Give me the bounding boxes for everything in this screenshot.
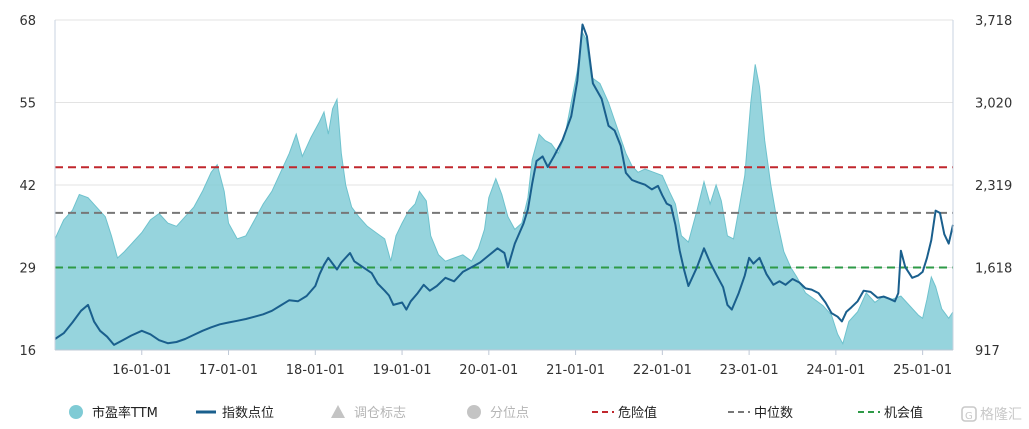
legend-triangle-icon (331, 405, 345, 418)
legend-label: 市盈率TTM (92, 405, 158, 421)
y-right-tick-label: 1,618 (975, 262, 1012, 277)
legend-item[interactable]: 中位数 (728, 406, 793, 421)
y-left-tick-label: 68 (19, 14, 36, 29)
legend-label: 分位点 (490, 406, 529, 421)
y-right-tick-label: 917 (975, 344, 1000, 359)
watermark: G 格隆汇 (961, 406, 1022, 423)
legend-label: 危险值 (618, 405, 657, 421)
legend-circle-icon (69, 405, 83, 419)
y-left-tick-label: 55 (19, 97, 36, 112)
legend-label: 调仓标志 (354, 406, 406, 421)
legend-item[interactable]: 指数点位 (196, 406, 274, 421)
index-points-line (54, 23, 954, 346)
y-left-tick-label: 16 (19, 344, 36, 359)
y-left-tick-label: 29 (19, 262, 36, 277)
x-tick-label: 19-01-01 (373, 363, 432, 378)
y-right-tick-label: 3,718 (975, 14, 1012, 29)
x-tick-label: 18-01-01 (286, 363, 345, 378)
gelonghui-logo-icon (961, 406, 977, 422)
legend-label: 指数点位 (222, 406, 274, 421)
axis-layer: 68 55 42 29 16 3,718 3,020 2,319 1,618 917 16-01-0… (19, 14, 1012, 378)
y-left-tick-label: 42 (19, 179, 36, 194)
legend-item[interactable]: 市盈率TTM (69, 405, 158, 421)
legend-item[interactable]: 调仓标志 (331, 405, 406, 421)
legend-circle-icon (467, 405, 481, 419)
legend-label: 中位数 (754, 406, 793, 421)
x-tick-label: 20-01-01 (459, 363, 518, 378)
x-tick-label: 23-01-01 (720, 363, 779, 378)
x-tick-label: 25-01-01 (893, 363, 952, 378)
line-layer (54, 23, 954, 346)
x-tick-label: 17-01-01 (199, 363, 258, 378)
legend-item[interactable]: 机会值 (858, 405, 923, 421)
y-right-tick-label: 2,319 (975, 179, 1012, 194)
x-tick-label: 22-01-01 (633, 363, 692, 378)
gelonghui-logo-glyph: G (965, 411, 973, 422)
pe-ttm-area (55, 32, 953, 350)
reference-lines (55, 166, 953, 269)
y-right-tick-label: 3,020 (975, 97, 1012, 112)
x-tick-label: 24-01-01 (806, 363, 865, 378)
legend-item[interactable]: 分位点 (467, 405, 529, 421)
x-tick-label: 16-01-01 (112, 363, 171, 378)
watermark-text: 格隆汇 (980, 407, 1022, 423)
x-tick-label: 21-01-01 (546, 363, 605, 378)
legend-label: 机会值 (884, 405, 923, 421)
legend-item[interactable]: 危险值 (592, 405, 657, 421)
area-layer (54, 31, 954, 350)
legend: 市盈率TTM 指数点位 调仓标志 分位点 危险值 中位数 机会值 (69, 405, 923, 421)
